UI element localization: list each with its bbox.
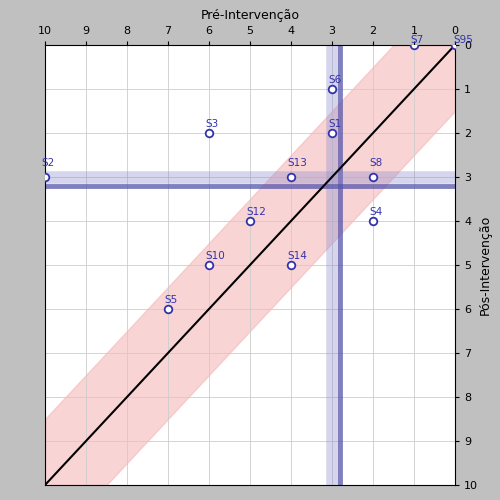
Point [410,41,418,49]
Text: S3: S3 [205,118,218,128]
Text: S7: S7 [410,35,423,45]
Point [287,261,295,269]
Point [205,261,213,269]
Point [205,129,213,137]
Y-axis label: Pós-Intervenção: Pós-Intervenção [478,215,492,315]
Point [287,173,295,181]
Text: S1: S1 [328,118,341,128]
Point [451,41,459,49]
Point [41,173,49,181]
Point [164,305,172,313]
Point [328,129,336,137]
X-axis label: Pré-Intervenção: Pré-Intervenção [200,9,300,22]
Point [369,173,377,181]
Text: S8: S8 [369,158,382,168]
Text: S12: S12 [246,206,266,216]
Text: S13: S13 [287,158,307,168]
Point [369,217,377,225]
Point [246,217,254,225]
Text: S14: S14 [287,250,307,260]
Text: S95: S95 [453,35,473,45]
Point [328,85,336,93]
Text: S4: S4 [369,206,382,216]
Text: S6: S6 [328,74,341,85]
Text: S10: S10 [205,250,225,260]
Text: S5: S5 [164,294,177,304]
Text: S2: S2 [41,158,54,168]
